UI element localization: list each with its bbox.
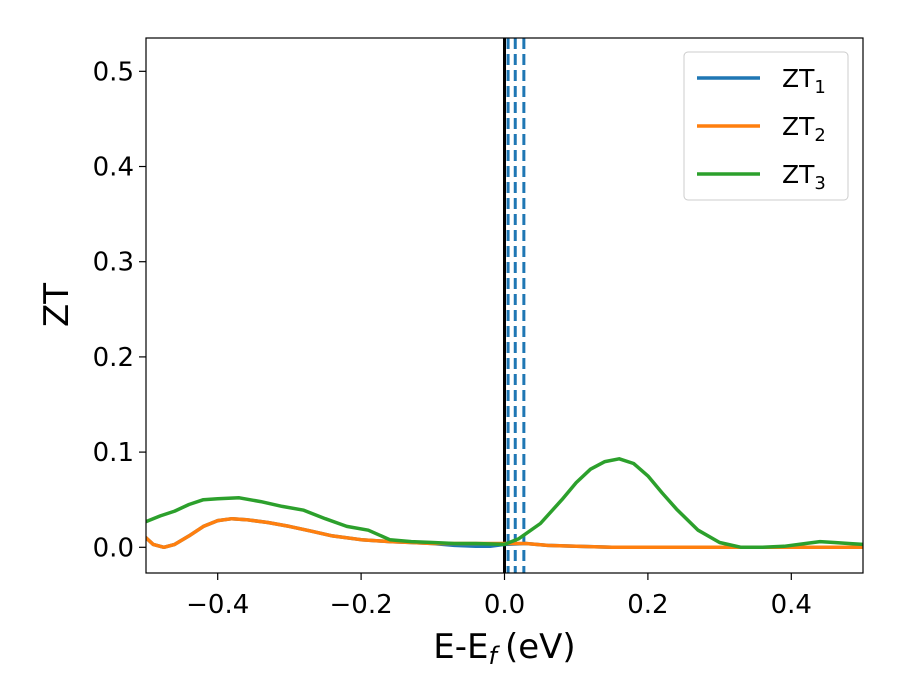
y-axis: 0.0 0.1 0.2 0.3 0.4 0.5 bbox=[93, 57, 146, 563]
y-tick-label: 0.3 bbox=[93, 248, 134, 278]
y-tick-label: 0.4 bbox=[93, 153, 134, 183]
x-tick-label: −0.2 bbox=[330, 590, 393, 620]
legend: ZT1 ZT2 ZT3 bbox=[683, 51, 849, 201]
series-line-zt2 bbox=[146, 516, 863, 550]
x-tick-label: −0.4 bbox=[186, 590, 249, 620]
reference-lines bbox=[503, 38, 526, 573]
x-axis: −0.4 −0.2 0.0 0.2 0.4 bbox=[186, 573, 812, 620]
series-lines bbox=[146, 457, 863, 550]
x-axis-label-unit: (eV) bbox=[505, 627, 576, 667]
y-tick-label: 0.0 bbox=[93, 533, 134, 563]
x-tick-label: 0.0 bbox=[484, 590, 525, 620]
legend-label-zt2: ZT2 bbox=[782, 112, 826, 146]
x-axis-label-main: E-E bbox=[433, 627, 488, 667]
series-line-zt3 bbox=[146, 457, 863, 550]
x-tick-label: 0.4 bbox=[771, 590, 812, 620]
y-tick-label: 0.5 bbox=[93, 57, 134, 87]
x-axis-label-sub: f bbox=[489, 642, 501, 670]
y-axis-label: ZT bbox=[37, 283, 77, 327]
legend-label-zt3: ZT3 bbox=[782, 160, 826, 194]
legend-frame bbox=[683, 51, 849, 201]
x-tick-label: 0.2 bbox=[627, 590, 668, 620]
legend-label-zt1: ZT1 bbox=[782, 64, 826, 98]
x-axis-label: E-Ef (eV) bbox=[433, 627, 575, 670]
y-tick-label: 0.1 bbox=[93, 438, 134, 468]
y-tick-label: 0.2 bbox=[93, 343, 134, 373]
